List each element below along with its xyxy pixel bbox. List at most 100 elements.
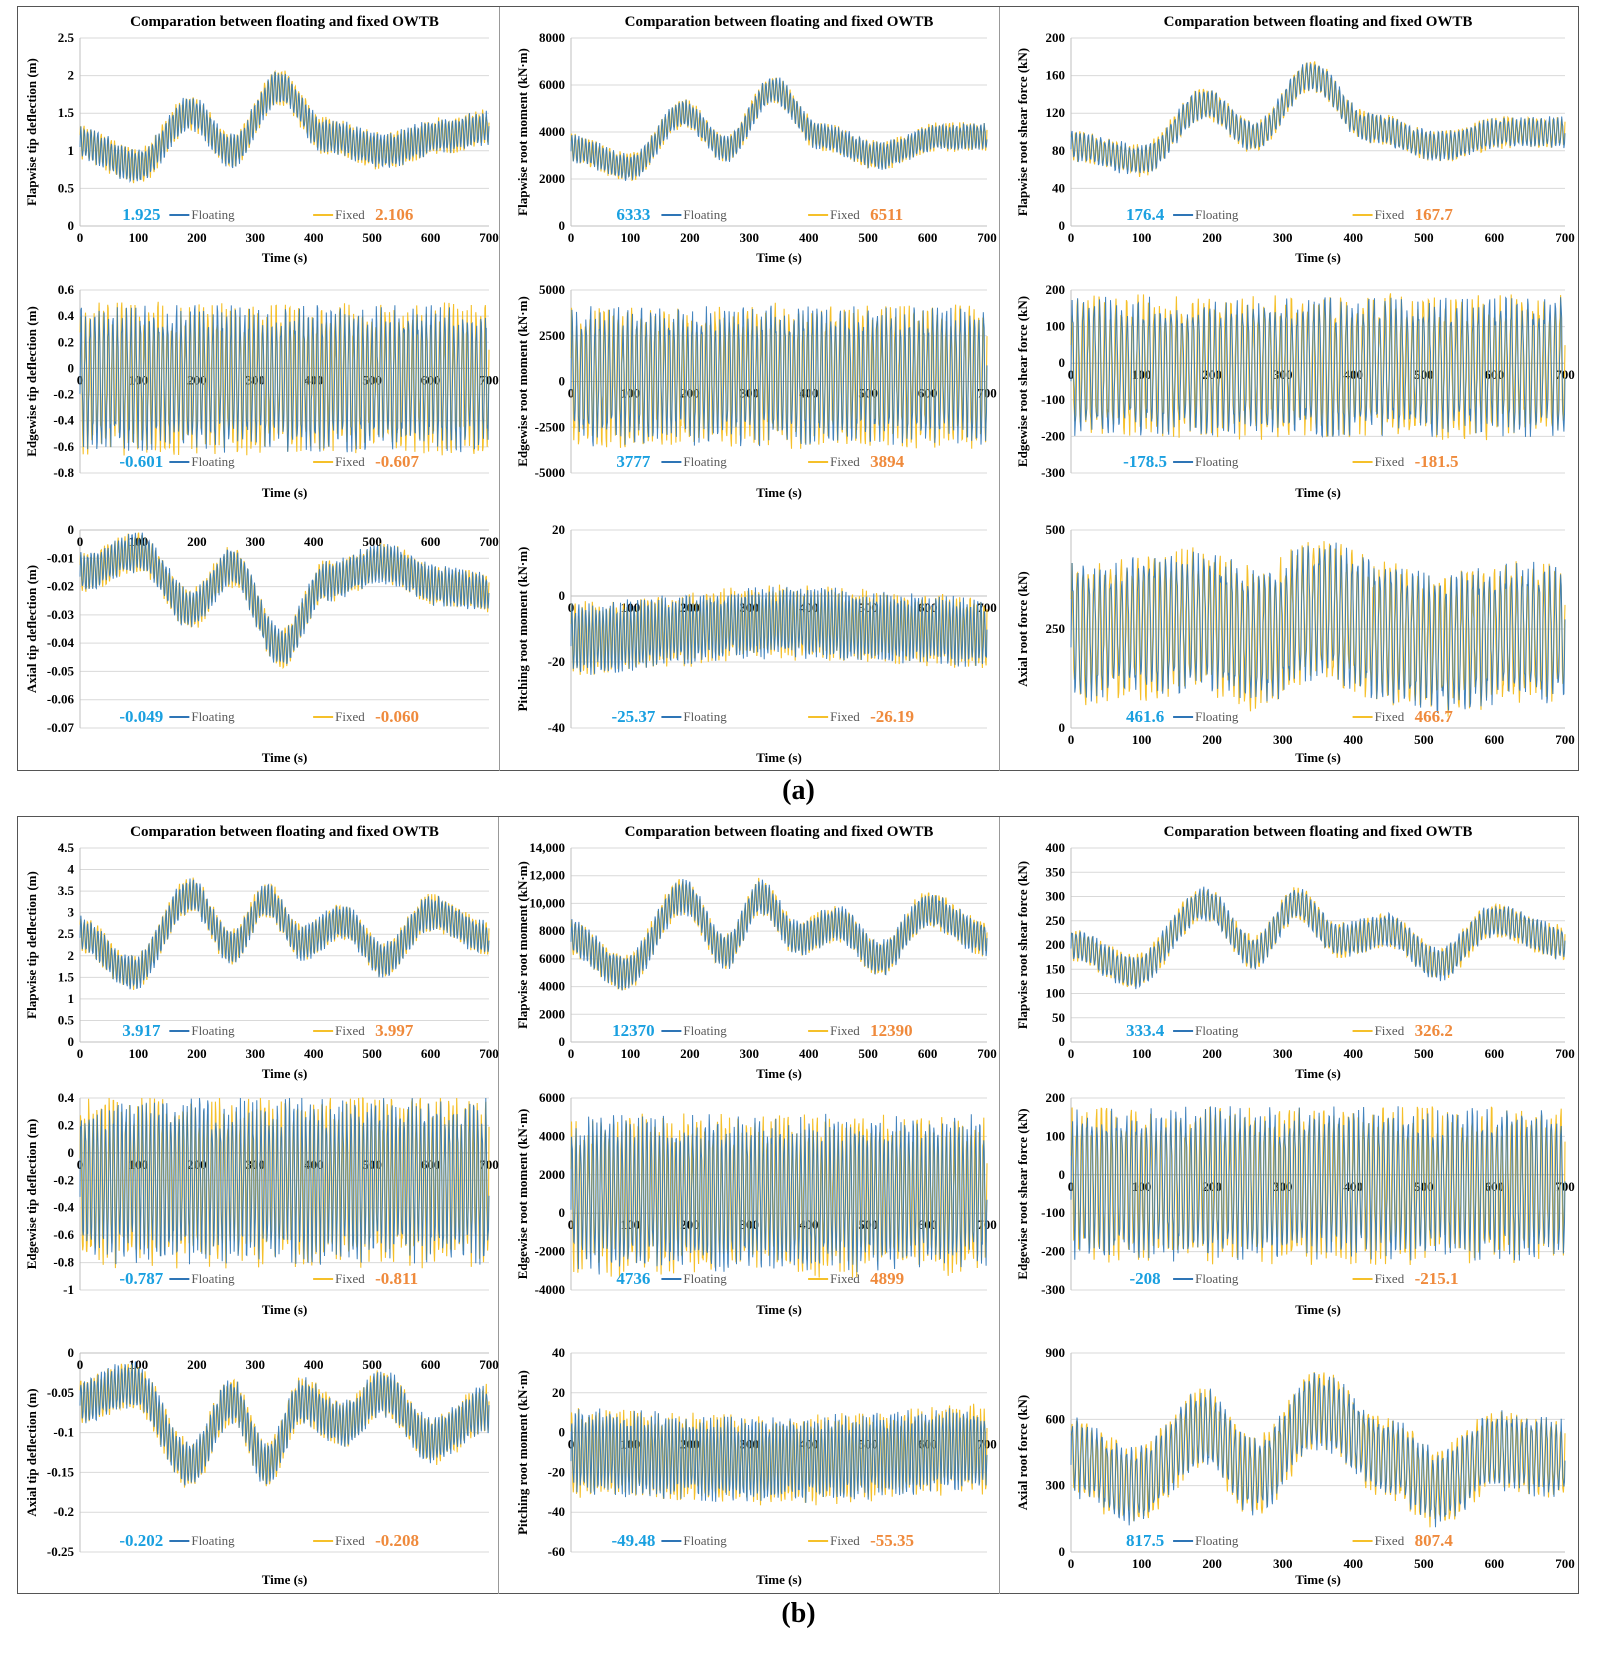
x-tick-label: 100 — [621, 1046, 641, 1061]
legend-label-floating: Floating — [683, 1271, 727, 1286]
x-tick-label: 200 — [187, 230, 207, 245]
y-tick-label: 100 — [1046, 319, 1066, 334]
x-tick-label: 700 — [1555, 1556, 1575, 1571]
x-tick-label: 600 — [1485, 1046, 1505, 1061]
x-axis-label: Time (s) — [1295, 485, 1341, 500]
y-tick-label: -40 — [548, 1504, 565, 1519]
fixed-max-value: 326.2 — [1415, 1021, 1453, 1040]
x-tick-label: 300 — [246, 230, 266, 245]
x-tick-label: 0 — [1068, 230, 1075, 245]
legend-label-fixed: Fixed — [335, 454, 365, 469]
x-axis-label: Time (s) — [1295, 1572, 1341, 1587]
chart-panel-b6: -300 -200 -100 0 100 200 0 100 200 300 400 500 600 70… — [999, 1090, 1579, 1320]
x-tick-label: 600 — [1485, 1179, 1505, 1194]
x-axis-label: Time (s) — [262, 1572, 308, 1587]
legend-label-floating: Floating — [683, 1533, 727, 1548]
x-tick-label: 100 — [1132, 1046, 1152, 1061]
fixed-max-value: -215.1 — [1415, 1269, 1459, 1288]
fixed-max-value: 3894 — [870, 452, 905, 471]
x-tick-label: 0 — [77, 534, 84, 549]
x-axis-label: Time (s) — [262, 485, 308, 500]
y-tick-label: 0.5 — [58, 180, 75, 195]
y-tick-label: 4000 — [539, 979, 565, 994]
x-tick-label: 0 — [1068, 1556, 1075, 1571]
floating-max-value: -49.48 — [611, 1531, 655, 1550]
fixed-max-value: 167.7 — [1415, 205, 1454, 224]
fixed-max-value: -0.060 — [375, 707, 419, 726]
x-tick-label: 200 — [1202, 1556, 1222, 1571]
y-tick-label: 0.4 — [58, 308, 75, 323]
caption-b: (b) — [781, 1598, 816, 1629]
series-line-floating — [570, 305, 988, 447]
y-tick-label: 2500 — [539, 328, 565, 343]
y-tick-label: 0 — [559, 1205, 566, 1220]
chart-panel-b4: -1 -0.8 -0.6 -0.4 -0.2 0 0.2 0.4 0 100 200 300 400 50… — [18, 1090, 499, 1320]
fixed-max-value: 2.106 — [375, 205, 413, 224]
x-tick-label: 100 — [621, 230, 641, 245]
x-tick-label: 500 — [362, 230, 382, 245]
y-tick-label: 4000 — [539, 1128, 565, 1143]
x-tick-label: 600 — [421, 534, 441, 549]
x-axis-label: Time (s) — [1295, 1066, 1341, 1081]
y-tick-label: -2500 — [535, 419, 565, 434]
series-line-floating — [570, 1408, 988, 1503]
legend-label-floating: Floating — [683, 1023, 727, 1038]
y-tick-label: -0.03 — [47, 607, 75, 622]
floating-max-value: -0.049 — [119, 707, 163, 726]
y-tick-label: 600 — [1046, 1411, 1066, 1426]
y-tick-label: 14,000 — [529, 840, 565, 855]
x-tick-label: 500 — [858, 600, 878, 615]
y-tick-label: 5000 — [539, 282, 565, 297]
fixed-max-value: -26.19 — [870, 707, 914, 726]
x-tick-label: 600 — [918, 230, 938, 245]
floating-max-value: 817.5 — [1126, 1531, 1164, 1550]
legend-label-fixed: Fixed — [830, 1533, 860, 1548]
chart-title: Comparation between floating and fixed O… — [130, 14, 439, 30]
y-tick-label: -300 — [1041, 465, 1065, 480]
chart-panel-a3: 0 40 80 120 160 200 0 100 200 300 400 500 600 700 Comp… — [999, 6, 1579, 268]
fixed-max-value: 4899 — [870, 1269, 904, 1288]
floating-max-value: -0.202 — [119, 1531, 163, 1550]
y-tick-label: 200 — [1046, 1090, 1066, 1105]
x-tick-label: 400 — [799, 1046, 819, 1061]
y-tick-label: -0.01 — [47, 550, 74, 565]
y-axis-label: Flapwise tip deflection (m) — [24, 58, 39, 206]
x-tick-label: 700 — [479, 534, 499, 549]
y-tick-label: 0 — [559, 218, 566, 233]
y-tick-label: -40 — [548, 720, 565, 735]
legend-label-floating: Floating — [1195, 1271, 1239, 1286]
y-tick-label: -0.4 — [53, 413, 74, 428]
series-line-floating — [570, 77, 988, 181]
floating-max-value: -25.37 — [611, 707, 655, 726]
y-tick-label: -200 — [1041, 1244, 1065, 1259]
x-tick-label: 200 — [187, 1357, 207, 1372]
x-tick-label: 600 — [421, 1357, 441, 1372]
y-tick-label: 8000 — [539, 30, 565, 45]
legend-label-fixed: Fixed — [1375, 207, 1405, 222]
x-tick-label: 700 — [479, 1357, 499, 1372]
floating-max-value: 176.4 — [1126, 205, 1165, 224]
y-axis-label: Axial tip deflection (m) — [24, 565, 39, 693]
y-tick-label: -1 — [63, 1282, 74, 1297]
x-axis-label: Time (s) — [756, 1066, 802, 1081]
x-tick-label: 200 — [1202, 732, 1222, 747]
caption-a: (a) — [782, 775, 815, 806]
series-line-floating — [79, 532, 490, 665]
y-tick-label: 0.2 — [58, 334, 74, 349]
x-tick-label: 500 — [858, 1046, 878, 1061]
x-tick-label: 700 — [977, 230, 997, 245]
x-tick-label: 400 — [1344, 230, 1364, 245]
chart-panel-a1: 0 0.5 1 1.5 2 2.5 0 100 200 300 400 500 600 700 Compar… — [18, 6, 499, 268]
figure-group-b — [17, 816, 1579, 1594]
x-tick-label: 400 — [1344, 1556, 1364, 1571]
y-tick-label: -0.05 — [47, 1385, 75, 1400]
x-tick-label: 300 — [1273, 1556, 1293, 1571]
y-tick-label: 0 — [68, 522, 75, 537]
legend-label-floating: Floating — [191, 1023, 235, 1038]
x-tick-label: 300 — [1273, 230, 1293, 245]
y-tick-label: -300 — [1041, 1282, 1065, 1297]
x-tick-label: 0 — [568, 386, 575, 401]
y-tick-label: -0.25 — [47, 1544, 75, 1559]
y-axis-label: Axial tip deflection (m) — [24, 1388, 39, 1516]
legend-label-floating: Floating — [191, 1533, 235, 1548]
